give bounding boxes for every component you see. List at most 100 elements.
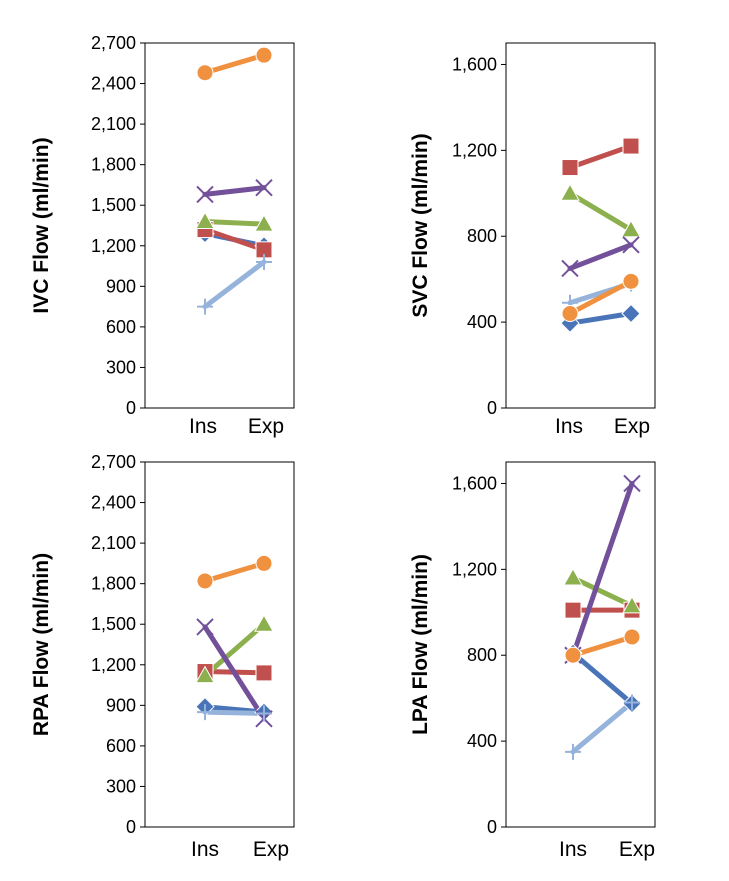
x-tick-label-exp: Exp bbox=[253, 838, 289, 861]
y-axis-label: IVC Flow (ml/min) bbox=[30, 137, 53, 313]
point-green-exp bbox=[254, 214, 274, 232]
y-tick-label: 1,200 bbox=[91, 655, 136, 675]
y-tick-label: 400 bbox=[467, 312, 497, 332]
series-line-green bbox=[202, 621, 267, 679]
point-orange-exp bbox=[255, 554, 273, 572]
point-orange-exp bbox=[623, 628, 641, 646]
series-layer bbox=[560, 137, 641, 333]
panel-lpa: LPA Flow (ml/min) Ins Exp 0 400 800 1,200 1,… bbox=[409, 461, 656, 861]
y-tick-label: 0 bbox=[487, 398, 497, 418]
y-tick-label: 800 bbox=[467, 645, 497, 665]
series-line-orange bbox=[202, 52, 267, 76]
y-tick-label: 1,500 bbox=[91, 614, 136, 634]
y-tick-label: 1,200 bbox=[91, 236, 136, 256]
panel-ivc: IVC Flow (ml/min) Ins Exp 0 300 600 900 1,20… bbox=[30, 33, 295, 438]
point-purple-ins bbox=[196, 618, 214, 636]
plot-frame bbox=[144, 461, 295, 828]
x-tick-label-exp: Exp bbox=[619, 838, 655, 861]
x-tick-label-ins: Ins bbox=[191, 838, 219, 861]
y-tick-label: 400 bbox=[467, 731, 497, 751]
point-green-exp bbox=[254, 614, 274, 632]
x-tick-label-ins: Ins bbox=[559, 838, 587, 861]
point-lightblue-exp bbox=[256, 705, 272, 722]
point-orange-exp bbox=[622, 272, 640, 290]
y-tick-label: 1,800 bbox=[91, 155, 136, 175]
series-line-green bbox=[570, 575, 635, 609]
x-tick-label-exp: Exp bbox=[248, 415, 284, 438]
y-axis-label: RPA Flow (ml/min) bbox=[30, 553, 53, 736]
series-line-lightblue bbox=[202, 709, 267, 716]
series-line-purple bbox=[567, 242, 634, 271]
y-tick-label: 1,500 bbox=[91, 195, 136, 215]
plot-frame bbox=[144, 42, 295, 409]
point-green-ins bbox=[560, 183, 580, 201]
y-tick-label: 900 bbox=[106, 695, 136, 715]
y-tick-label: 0 bbox=[487, 817, 497, 837]
y-tick-label: 2,700 bbox=[91, 452, 136, 472]
point-lightblue-ins bbox=[197, 704, 213, 721]
y-tick-labels: 0 300 600 900 1,200 1,500 1,800 2,100 2,400 2,700 bbox=[91, 452, 145, 837]
y-tick-label: 2,400 bbox=[91, 74, 136, 94]
y-tick-label: 800 bbox=[467, 226, 497, 246]
y-tick-label: 300 bbox=[106, 357, 136, 377]
point-green-ins bbox=[195, 665, 215, 684]
series-line-purple bbox=[202, 185, 267, 197]
point-red-exp bbox=[622, 137, 640, 155]
point-green-exp bbox=[622, 595, 642, 614]
x-tick-label-exp: Exp bbox=[614, 415, 650, 438]
series-line-orange bbox=[570, 634, 635, 658]
point-orange-ins bbox=[564, 646, 582, 664]
series-line-red bbox=[567, 143, 634, 171]
point-lightblue-exp bbox=[624, 694, 640, 711]
point-red-ins bbox=[564, 601, 582, 619]
x-tick-label-ins: Ins bbox=[555, 415, 583, 438]
point-orange-ins bbox=[196, 64, 214, 82]
y-tick-labels: 0 400 800 1,200 1,600 bbox=[452, 54, 506, 418]
point-purple-ins bbox=[561, 259, 579, 278]
point-purple-exp bbox=[623, 474, 641, 493]
y-tick-label: 1,600 bbox=[452, 473, 497, 493]
point-lightblue-ins bbox=[197, 298, 213, 315]
panel-svc: SVC Flow (ml/min) Ins Exp 0 400 800 1,200 1,… bbox=[409, 42, 656, 438]
y-tick-label: 1,200 bbox=[452, 140, 497, 160]
series-line-red bbox=[202, 227, 267, 253]
point-orange-ins bbox=[561, 305, 579, 323]
point-green-ins bbox=[563, 567, 583, 586]
x-tick-label-ins: Ins bbox=[189, 415, 217, 438]
y-tick-label: 1,800 bbox=[91, 574, 136, 594]
point-purple-exp bbox=[255, 178, 273, 197]
y-tick-label: 2,400 bbox=[91, 493, 136, 513]
series-line-lightblue bbox=[202, 259, 267, 310]
y-tick-label: 0 bbox=[126, 817, 136, 837]
series-line-blue bbox=[570, 650, 635, 707]
point-lightblue-exp bbox=[256, 254, 272, 270]
point-green-ins bbox=[195, 211, 215, 229]
series-line-lightblue bbox=[570, 699, 635, 755]
point-blue-exp bbox=[621, 303, 641, 324]
point-red-ins bbox=[561, 159, 579, 177]
y-tick-label: 600 bbox=[106, 317, 136, 337]
series-line-purple bbox=[202, 624, 267, 722]
series-layer bbox=[195, 46, 274, 315]
series-line-purple bbox=[570, 480, 635, 658]
series-line-blue bbox=[567, 311, 634, 326]
y-tick-label: 600 bbox=[106, 736, 136, 756]
y-axis-label: SVC Flow (ml/min) bbox=[409, 133, 432, 317]
series-line-green bbox=[567, 190, 634, 233]
y-axis-label: LPA Flow (ml/min) bbox=[409, 554, 432, 735]
y-tick-label: 1,200 bbox=[452, 559, 497, 579]
point-green-exp bbox=[621, 219, 641, 238]
y-tick-label: 0 bbox=[126, 398, 136, 418]
series-layer bbox=[563, 474, 642, 760]
point-red-exp bbox=[255, 664, 273, 682]
y-tick-labels: 0 400 800 1,200 1,600 bbox=[452, 473, 506, 837]
y-tick-label: 1,600 bbox=[452, 54, 497, 74]
y-tick-label: 2,700 bbox=[91, 33, 136, 53]
point-orange-ins bbox=[196, 572, 214, 590]
point-purple-exp bbox=[622, 236, 640, 254]
y-tick-label: 900 bbox=[106, 276, 136, 296]
series-line-green bbox=[202, 218, 267, 227]
series-line-orange bbox=[567, 278, 634, 317]
point-lightblue-ins bbox=[565, 743, 581, 760]
y-tick-label: 300 bbox=[106, 776, 136, 796]
